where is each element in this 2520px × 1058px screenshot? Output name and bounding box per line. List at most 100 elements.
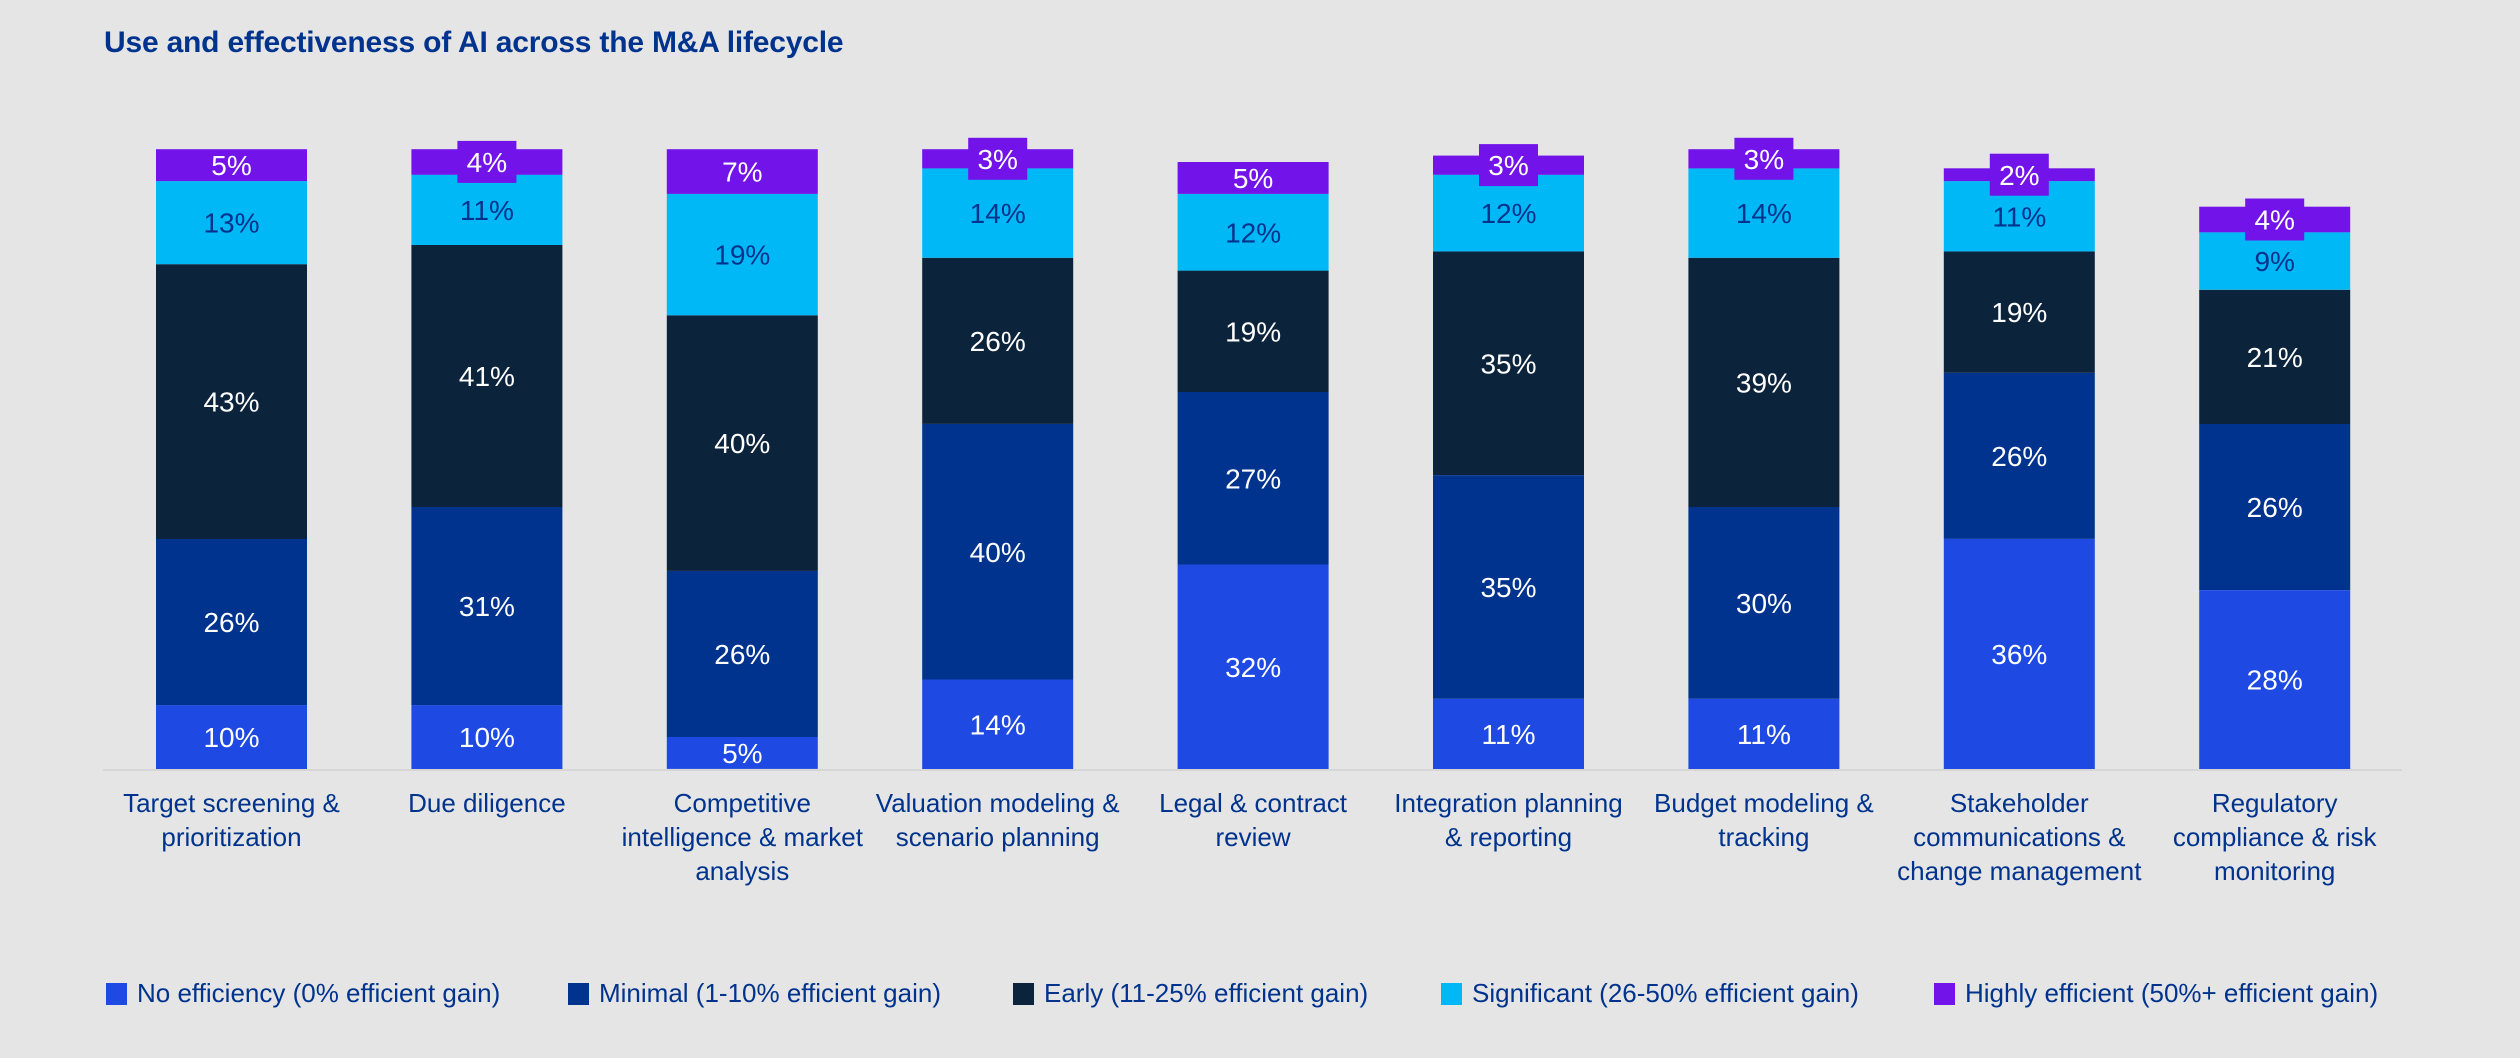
category-label: Target screening & prioritization	[102, 786, 362, 854]
data-label: 14%	[1736, 198, 1792, 229]
data-label-badge	[968, 137, 1028, 180]
bar-segment	[922, 423, 1074, 680]
data-label: 5%	[211, 150, 251, 181]
legend-swatch	[568, 982, 589, 1005]
legend-item: Significant (26-50% efficient gain)	[1441, 978, 1859, 1009]
bar-segment	[922, 257, 1074, 424]
bar-stack: 10% 31% 41% 11% 4%	[411, 140, 563, 769]
bar-segment	[156, 149, 307, 182]
category-label: Legal & contract review	[1123, 786, 1383, 854]
bar-segment	[922, 168, 1074, 258]
bar-segment	[1943, 372, 2095, 539]
bars-group: 10% 26% 43% 13% 5% 10% 31% 41% 11% 4% 5% 26% 40% 19% 7…	[156, 137, 2351, 769]
data-label: 41%	[459, 361, 515, 392]
category-label-line: compliance & risk	[2172, 822, 2377, 852]
data-label: 43%	[203, 387, 259, 418]
data-label: 26%	[1991, 441, 2047, 472]
category-label: Integration planning & reporting	[1379, 786, 1639, 854]
bar-segment	[2199, 423, 2351, 590]
bar-segment	[1433, 475, 1584, 699]
bar-segment	[1943, 539, 2095, 769]
category-label-line: Regulatory	[2211, 788, 2338, 818]
bar-stack: 5% 26% 40% 19% 7%	[666, 149, 818, 769]
category-label: Regulatory compliance & risk monitoring	[2145, 786, 2405, 888]
bar-segment	[156, 181, 307, 265]
category-label: Due diligence	[357, 786, 617, 820]
category-label-line: review	[1215, 822, 1291, 852]
category-label: Budget modeling & tracking	[1634, 786, 1894, 854]
data-label-badge	[1479, 144, 1538, 187]
data-label: 11%	[1992, 201, 2046, 232]
data-label: 14%	[970, 198, 1026, 229]
category-label: Competitive intelligence & market analysis	[612, 786, 872, 888]
legend-label: Minimal (1-10% efficient gain)	[599, 978, 941, 1008]
bar-segment	[1433, 174, 1584, 252]
bar-segment	[922, 679, 1074, 769]
bar-segment	[156, 539, 307, 706]
bar-segment	[2199, 590, 2351, 769]
category-label-line: Target screening &	[123, 788, 340, 818]
category-label-line: tracking	[1718, 822, 1810, 852]
chart-title: Use and effectiveness of AI across the M…	[104, 26, 844, 59]
bar-segment	[156, 264, 307, 539]
data-label: 10%	[459, 722, 515, 753]
bar-stack: 32% 27% 19% 12% 5%	[1177, 162, 1329, 769]
category-label-line: & reporting	[1444, 822, 1573, 852]
legend-item: Minimal (1-10% efficient gain)	[568, 978, 941, 1009]
bar-segment	[1433, 698, 1584, 769]
category-label-line: Valuation modeling &	[875, 788, 1120, 818]
category-label-line: Due diligence	[408, 788, 566, 818]
data-label: 19%	[1225, 316, 1281, 347]
legend-swatch	[1013, 982, 1034, 1005]
category-label-line: intelligence & market	[621, 822, 863, 852]
category-label-line: prioritization	[161, 822, 302, 852]
data-label: 39%	[1736, 368, 1792, 399]
data-label: 26%	[203, 607, 259, 638]
data-label: 40%	[714, 428, 770, 459]
category-label-line: Stakeholder	[1949, 788, 2089, 818]
data-label: 3%	[977, 144, 1017, 175]
data-label: 40%	[970, 537, 1026, 568]
bar-segment	[1688, 698, 1840, 769]
category-label-line: analysis	[695, 856, 790, 886]
bar-segment	[1177, 392, 1329, 565]
category-label-line: scenario planning	[895, 822, 1100, 852]
data-label: 4%	[467, 147, 507, 178]
data-label: 36%	[1991, 639, 2047, 670]
legend-item: Highly efficient (50%+ efficient gain)	[1934, 978, 2378, 1009]
legend-label: Significant (26-50% efficient gain)	[1472, 978, 1859, 1008]
data-label: 4%	[2254, 205, 2294, 236]
bar-segment	[411, 507, 563, 706]
data-label: 13%	[203, 208, 259, 239]
data-label: 9%	[2254, 246, 2294, 277]
category-label-line: monitoring	[2213, 856, 2336, 886]
legend-swatch	[106, 982, 127, 1005]
data-label: 35%	[1480, 572, 1536, 603]
data-label: 11%	[1482, 719, 1536, 750]
bar-segment	[411, 245, 563, 507]
bar-stack: 11% 35% 35% 12% 3%	[1433, 144, 1584, 769]
bar-segment	[1177, 162, 1329, 194]
data-label: 12%	[1480, 198, 1536, 229]
bar-segment	[411, 705, 563, 769]
legend-label: Early (11-25% efficient gain)	[1044, 978, 1369, 1008]
data-label: 27%	[1225, 463, 1281, 494]
category-label-line: change management	[1897, 856, 2142, 886]
data-label: 3%	[1744, 144, 1784, 175]
data-label: 5%	[1233, 163, 1273, 194]
bar-segment	[1943, 251, 2095, 373]
category-label-line: Budget modeling &	[1654, 788, 1874, 818]
data-label: 10%	[203, 722, 259, 753]
data-label: 19%	[1991, 297, 2047, 328]
bar-segment	[1177, 564, 1329, 769]
legend-item: Early (11-25% efficient gain)	[1013, 978, 1368, 1009]
legend-label: Highly efficient (50%+ efficient gain)	[1965, 978, 2379, 1008]
bar-segment	[1688, 257, 1840, 507]
bar-segment	[666, 570, 818, 737]
bar-segment	[666, 315, 818, 571]
data-label: 26%	[970, 326, 1026, 357]
bar-segment	[1688, 507, 1840, 699]
bar-stack: 10% 26% 43% 13% 5%	[156, 149, 307, 769]
data-label: 26%	[714, 639, 770, 670]
category-label-line: communications &	[1913, 822, 2126, 852]
